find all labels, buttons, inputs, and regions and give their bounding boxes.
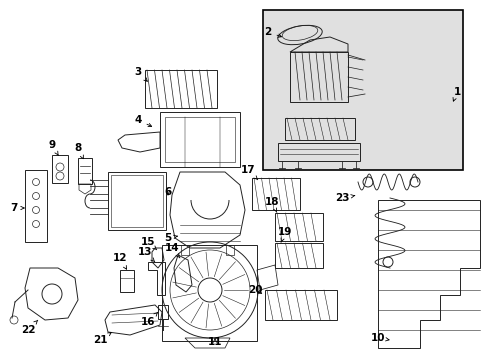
- Bar: [78, 158, 92, 184]
- Text: 12: 12: [113, 253, 127, 269]
- Text: 7: 7: [10, 203, 24, 213]
- Bar: [162, 245, 257, 341]
- Text: 3: 3: [134, 67, 147, 81]
- Text: 4: 4: [134, 115, 151, 126]
- Text: 1: 1: [452, 87, 460, 101]
- Text: 22: 22: [20, 320, 38, 335]
- Bar: [145, 70, 217, 108]
- Bar: [278, 143, 359, 161]
- Text: 18: 18: [264, 197, 279, 212]
- Text: 20: 20: [247, 285, 262, 295]
- Bar: [225, 245, 234, 255]
- Bar: [25, 170, 47, 242]
- Bar: [285, 118, 354, 140]
- Bar: [274, 213, 323, 241]
- Bar: [274, 243, 323, 268]
- Bar: [108, 172, 165, 230]
- Text: 16: 16: [141, 312, 158, 327]
- Text: 2: 2: [264, 27, 281, 37]
- Text: 5: 5: [164, 233, 177, 243]
- Text: 9: 9: [48, 140, 58, 155]
- Text: 23: 23: [334, 193, 354, 203]
- Bar: [120, 270, 134, 292]
- Text: 13: 13: [138, 247, 154, 262]
- Text: 6: 6: [164, 187, 171, 197]
- Bar: [181, 245, 189, 255]
- Bar: [52, 155, 68, 183]
- Bar: [160, 112, 240, 167]
- Bar: [158, 305, 168, 319]
- Text: 17: 17: [240, 165, 257, 180]
- Bar: [289, 52, 347, 102]
- Bar: [264, 290, 336, 320]
- Text: 19: 19: [277, 227, 292, 242]
- Text: 11: 11: [207, 337, 222, 347]
- Text: 8: 8: [74, 143, 83, 159]
- Text: 15: 15: [141, 237, 157, 250]
- Bar: [111, 175, 163, 227]
- Bar: [251, 178, 299, 210]
- Text: 14: 14: [164, 243, 180, 258]
- Bar: [164, 117, 235, 162]
- Text: 10: 10: [370, 333, 388, 343]
- Text: 21: 21: [93, 333, 111, 345]
- Bar: [263, 10, 462, 170]
